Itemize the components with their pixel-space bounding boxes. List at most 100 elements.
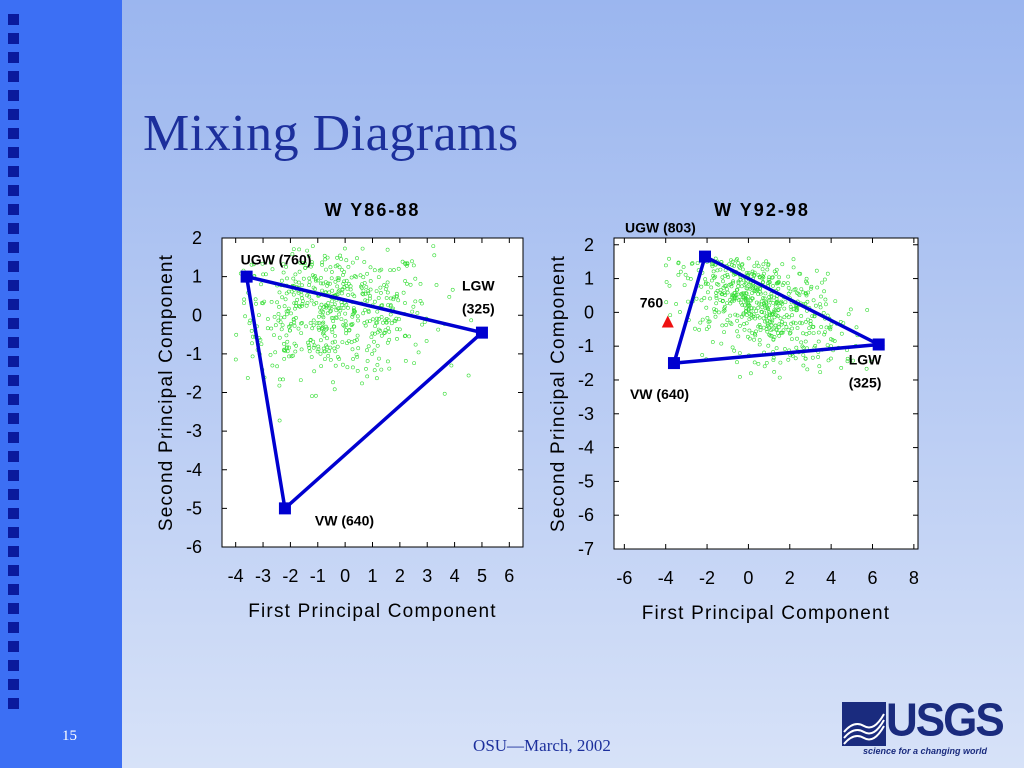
sample-point (781, 281, 786, 285)
plot-frame (613, 237, 919, 550)
sample-point (436, 327, 441, 332)
sample-point (759, 309, 764, 314)
sample-point (776, 286, 781, 291)
sample-point (763, 291, 768, 296)
sample-point (801, 363, 806, 368)
sample-point (664, 263, 668, 268)
sample-point (772, 269, 777, 274)
y-tick-label: 1 (584, 269, 594, 289)
endmember-label-vw: VW (640) (315, 512, 374, 528)
sample-point (386, 318, 391, 323)
sample-point (376, 296, 381, 300)
sample-point (379, 315, 384, 319)
endmember-marker-lgw (872, 338, 885, 351)
sample-point (300, 303, 304, 308)
sample-point (753, 285, 758, 290)
sample-point (766, 343, 771, 348)
sample-point (699, 298, 704, 303)
sample-point (805, 367, 810, 372)
sample-point (405, 261, 410, 266)
sample-point (730, 259, 735, 264)
sample-point (804, 279, 808, 284)
sample-point (780, 330, 785, 335)
x-tick-label: -4 (658, 568, 674, 588)
sample-point (711, 269, 716, 274)
sample-point (328, 357, 333, 362)
sample-point (362, 320, 367, 325)
x-tick-label: -1 (310, 566, 326, 586)
sample-point (363, 298, 368, 303)
sample-point (374, 316, 379, 321)
sample-point (381, 320, 385, 325)
sample-point (242, 301, 246, 306)
sample-point (299, 331, 304, 336)
sample-point (311, 339, 316, 344)
sample-point (355, 333, 360, 338)
sample-point (362, 260, 367, 264)
sample-point (788, 289, 793, 294)
sample-point (735, 329, 740, 334)
sample-point (447, 294, 452, 299)
sample-point (368, 279, 373, 283)
sample-point (335, 344, 340, 349)
sample-point (322, 253, 327, 258)
y-tick-label: -6 (578, 505, 594, 525)
sample-point (442, 391, 447, 396)
sample-point (337, 265, 342, 270)
sample-point (739, 291, 744, 296)
sample-point (767, 275, 772, 280)
sample-point (799, 287, 804, 292)
sample-point (394, 294, 399, 299)
sample-point (288, 328, 292, 333)
sample-point (809, 284, 814, 289)
sample-point (756, 264, 761, 269)
endmember-label-ugw: UGW (803) (625, 220, 696, 236)
sample-point (746, 271, 751, 275)
sample-point (716, 282, 721, 287)
sample-point (790, 337, 794, 342)
sample-point (307, 276, 312, 281)
bullet-square (8, 14, 19, 25)
y-tick-label: -2 (186, 383, 202, 403)
bullet-square (8, 223, 19, 234)
sample-point (772, 369, 777, 374)
sample-point (352, 309, 357, 314)
sample-point (783, 321, 788, 326)
sample-point (760, 276, 765, 281)
sample-point (360, 246, 365, 251)
bullet-square (8, 546, 19, 557)
sample-point (699, 284, 704, 289)
sample-point (315, 349, 320, 354)
sample-point (817, 364, 822, 369)
sample-point (798, 271, 803, 276)
y-tick-label: -4 (578, 438, 594, 458)
bullet-square (8, 489, 19, 500)
sample-point (412, 361, 417, 366)
bullet-column (8, 14, 26, 717)
sample-point (706, 290, 710, 295)
sample-point (374, 376, 379, 381)
sample-point (678, 269, 683, 274)
sample-point (413, 276, 418, 281)
sample-point (740, 262, 745, 267)
sample-point (747, 317, 752, 322)
bullet-square (8, 394, 19, 405)
sample-point (335, 284, 340, 289)
sample-point (756, 292, 761, 297)
sample-point (309, 260, 314, 265)
sample-point (298, 304, 302, 309)
sample-point (325, 326, 329, 331)
sample-point (248, 318, 253, 323)
sample-point (759, 302, 764, 307)
sample-point (344, 283, 349, 288)
sample-point (767, 303, 772, 308)
sample-point (276, 312, 281, 316)
sample-point (280, 295, 285, 300)
sample-point (749, 371, 753, 376)
sample-point (282, 347, 287, 352)
sample-point (767, 295, 772, 299)
sample-point (722, 291, 727, 296)
sample-point (270, 363, 275, 368)
sample-point (819, 325, 824, 329)
